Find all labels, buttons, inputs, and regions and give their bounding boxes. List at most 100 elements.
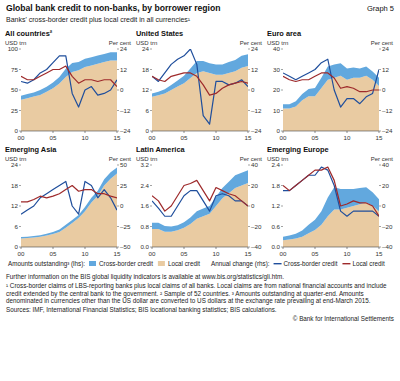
- y2-tick-label: 50: [120, 161, 127, 168]
- x-tick-label: 15: [114, 134, 121, 141]
- y-tick-label: 0: [277, 127, 281, 134]
- y2-tick: [117, 247, 119, 248]
- x-tick-label: 00: [18, 134, 25, 141]
- x-tick: [53, 247, 54, 249]
- y-tick-label: 30: [273, 66, 280, 73]
- legend-heading: Annual change (rhs):: [211, 260, 270, 268]
- x-tick: [152, 247, 153, 249]
- plot-area: [283, 167, 379, 247]
- y-tick: [19, 131, 21, 132]
- y-tick: [19, 206, 21, 207]
- y2-tick: [248, 69, 250, 70]
- area: [21, 167, 117, 238]
- y2-tick-label: 12: [382, 66, 389, 73]
- y-tick: [281, 110, 283, 111]
- x-tick: [379, 247, 380, 249]
- x-tick: [85, 131, 86, 133]
- y-tick: [281, 131, 283, 132]
- y2-tick: [379, 247, 381, 248]
- x-tick-label: 05: [181, 250, 188, 257]
- y-tick: [19, 110, 21, 111]
- x-tick-label: 05: [50, 250, 57, 257]
- y-tick: [150, 206, 152, 207]
- sources: Sources: IMF, International Financial St…: [6, 306, 394, 314]
- y-tick-label: 40: [273, 45, 280, 52]
- panel: Emerging AsiaUSD trnPer cent000510150612…: [5, 145, 131, 257]
- y2-tick-label: 0: [120, 202, 124, 209]
- x-axis: [283, 247, 379, 248]
- panel: Euro areaUSD trnPer cent0005101501020304…: [267, 29, 393, 141]
- y2-tick: [117, 49, 119, 50]
- y2-tick: [117, 90, 119, 91]
- x-tick-label: 15: [114, 250, 121, 257]
- y-tick: [150, 131, 152, 132]
- y2-tick: [117, 206, 119, 207]
- y-tick-label: 6: [15, 223, 19, 230]
- y-tick: [281, 69, 283, 70]
- graph-label: Graph 5: [367, 4, 394, 13]
- y-tick-label: 0: [15, 127, 19, 134]
- y2-tick: [379, 206, 381, 207]
- legend-swatch: [342, 263, 350, 264]
- y-tick: [19, 49, 21, 50]
- y2-tick-label: 25: [120, 182, 127, 189]
- y-tick: [150, 226, 152, 227]
- x-tick: [347, 131, 348, 133]
- y2-tick-label: 20: [382, 182, 389, 189]
- y-tick-label: 0.0: [271, 243, 280, 250]
- y2-tick: [379, 185, 381, 186]
- line: [21, 186, 117, 202]
- x-tick: [152, 131, 153, 133]
- legend-swatch: [89, 261, 96, 266]
- y2-tick: [379, 69, 381, 70]
- y-tick-label: 6: [146, 107, 150, 114]
- line: [152, 191, 248, 217]
- x-axis: [21, 247, 117, 248]
- x-tick: [283, 247, 284, 249]
- y-tick-label: 25: [11, 107, 18, 114]
- plot-area: [152, 49, 248, 131]
- legend-heading: Amounts outstanding³ (lhs):: [8, 260, 85, 268]
- y-tick: [150, 165, 152, 166]
- y2-tick-label: 0: [251, 202, 255, 209]
- legend-label: Cross-border credit: [284, 260, 338, 267]
- x-axis: [21, 131, 117, 132]
- panel-title: Emerging Europe: [267, 145, 329, 154]
- area: [283, 187, 379, 240]
- x-tick: [248, 131, 249, 133]
- y2-tick-label: 24: [251, 45, 258, 52]
- y-tick: [281, 247, 283, 248]
- y-tick-label: 24: [11, 161, 18, 168]
- y-tick-label: 3.2: [140, 161, 149, 168]
- x-tick-label: 00: [149, 250, 156, 257]
- subtitle: Banks' cross-border credit plus local cr…: [6, 16, 191, 24]
- y2-tick-label: 12: [251, 66, 258, 73]
- y-tick: [281, 90, 283, 91]
- x-tick-label: 10: [82, 134, 89, 141]
- y2-tick-label: 20: [251, 182, 258, 189]
- y-tick: [281, 49, 283, 50]
- line: [21, 181, 117, 214]
- y2-tick-label: –24: [120, 127, 131, 134]
- x-tick-label: 05: [181, 134, 188, 141]
- y2-tick-label: 40: [251, 161, 258, 168]
- y-tick: [150, 247, 152, 248]
- y-tick-label: 50: [11, 86, 18, 93]
- y-tick-label: 18: [142, 66, 149, 73]
- y2-tick-label: –20: [382, 223, 393, 230]
- x-tick-label: 10: [344, 134, 351, 141]
- y2-tick-label: –24: [251, 127, 262, 134]
- x-tick: [184, 247, 185, 249]
- y-tick: [19, 247, 21, 248]
- x-tick-label: 10: [82, 250, 89, 257]
- y-tick: [150, 185, 152, 186]
- legend-swatch: [158, 261, 165, 266]
- y-tick: [19, 185, 21, 186]
- y2-tick-label: –25: [120, 223, 131, 230]
- y-tick: [19, 69, 21, 70]
- sources-text: Sources: IMF, International Financial St…: [6, 306, 277, 313]
- x-tick: [216, 247, 217, 249]
- y-tick-label: 2.4: [140, 182, 149, 189]
- note-text: Further information on the BIS global li…: [6, 273, 284, 280]
- y-tick-label: 75: [11, 66, 18, 73]
